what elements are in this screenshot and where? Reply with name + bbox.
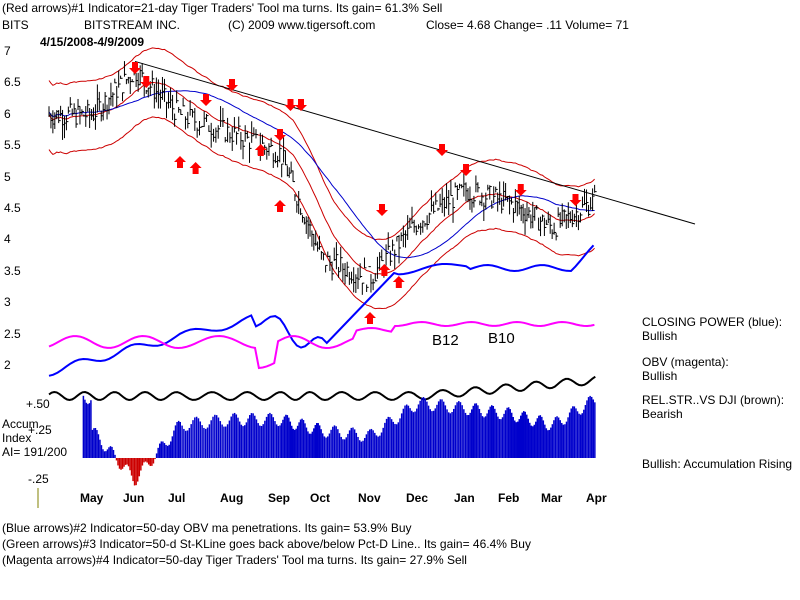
downtrend-line [134, 60, 696, 225]
buy-arrow [392, 276, 405, 288]
x-tick-label: Nov [358, 491, 381, 505]
y-tick-label: 7 [4, 44, 11, 58]
sell-arrow [140, 76, 153, 88]
buy-arrow [274, 200, 286, 212]
x-tick-label: Aug [220, 491, 244, 505]
lower-band [48, 116, 595, 310]
buy-arrow [254, 144, 267, 156]
sell-arrow [274, 129, 286, 141]
company-name: BITSTREAM INC. [84, 18, 181, 32]
sell-arrow [129, 62, 141, 74]
ticker: BITS [2, 18, 29, 32]
buy-arrow [364, 312, 376, 324]
closing-power-value: Bullish [642, 329, 678, 343]
y-tick-label: 6 [4, 106, 11, 121]
buy-arrow [189, 162, 202, 174]
accum-summary: Bullish: Accumulation Rising [642, 457, 793, 471]
x-tick-label: Mar [541, 491, 563, 505]
closing-power-line [48, 244, 595, 377]
sell-arrow [569, 194, 582, 206]
sell-arrow [226, 79, 238, 91]
upper-band [48, 47, 595, 241]
y-tick-label: 3 [4, 295, 11, 310]
footer-indicator-3: (Green arrows)#3 Indicator=50-d St-KLine… [2, 537, 531, 551]
x-tick-label: Jun [123, 491, 145, 505]
accum-title: Accum [2, 417, 39, 431]
y-tick-label: 2 [4, 358, 11, 372]
x-tick-label: Dec [406, 491, 429, 505]
copyright: (C) 2009 www.tigersoft.com [228, 18, 376, 32]
accum-tick-plus50: +.50 [26, 397, 50, 411]
y-tick-label: 6.5 [4, 75, 21, 90]
sell-arrow [514, 184, 527, 196]
x-tick-label: Sep [268, 491, 291, 505]
sell-arrow [376, 204, 388, 216]
y-tick-label: 4 [4, 232, 11, 247]
relstr-value: Bearish [642, 407, 683, 421]
header-indicator-1: (Red arrows)#1 Indicator=21-day Tiger Tr… [2, 1, 443, 15]
relstr-label: REL.STR..VS DJI (brown): [642, 393, 785, 407]
x-tick-label: Jul [168, 491, 186, 505]
x-tick-label: Feb [498, 491, 520, 505]
sell-arrow [460, 164, 472, 176]
x-tick-label: May [80, 491, 104, 505]
obv-value: Bullish [642, 369, 678, 383]
buy-arrow [378, 264, 391, 276]
accum-ai-value: AI= 191/200 [2, 445, 68, 459]
x-tick-label: Oct [310, 491, 331, 505]
sell-arrow [295, 99, 307, 111]
close-volume: Close= 4.68 Change= .11 Volume= 71 [426, 18, 629, 32]
y-tick-label: 4.5 [4, 201, 21, 215]
x-tick-label: Jan [454, 491, 475, 505]
sell-arrow [284, 99, 297, 111]
signal-b12: B12 [432, 332, 459, 349]
date-range: 4/15/2008-4/9/2009 [40, 35, 145, 49]
buy-arrow [174, 156, 186, 168]
y-tick-label: 2.5 [4, 326, 21, 341]
obv-line [48, 320, 595, 370]
accum-tick-plus25: +.25 [28, 423, 52, 437]
relative-strength-line [48, 375, 596, 402]
footer-indicator-4: (Magenta arrows)#4 Indicator=50-day Tige… [2, 553, 467, 567]
accum-tick-minus25: -.25 [28, 472, 49, 486]
accum-index-title: Index [2, 431, 32, 445]
x-tick-label: Apr [586, 491, 607, 505]
obv-label: OBV (magenta): [642, 355, 729, 369]
y-tick-label: 3.5 [4, 263, 21, 278]
footer-indicator-2: (Blue arrows)#2 Indicator=50-day OBV ma … [2, 521, 412, 535]
y-tick-label: 5 [4, 169, 11, 184]
closing-power-label: CLOSING POWER (blue): [642, 315, 783, 329]
sell-arrow [436, 144, 448, 156]
sell-arrow [200, 94, 212, 106]
y-tick-label: 5.5 [4, 138, 21, 153]
signal-b10: B10 [488, 330, 515, 347]
